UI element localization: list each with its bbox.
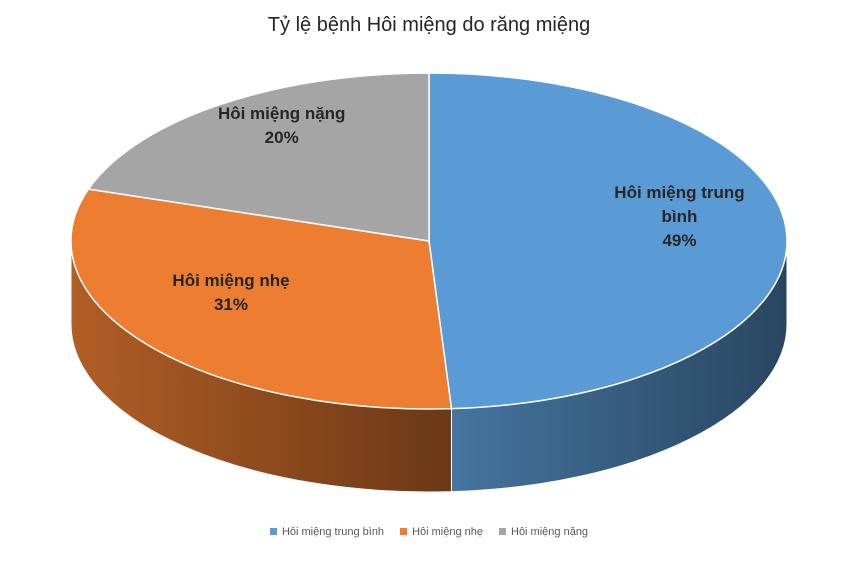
legend-item: Hôi miệng trung bình [269,526,385,538]
slice [87,72,430,242]
data-label: Hôi miệng nặng 20% [192,102,372,150]
slice [428,72,788,410]
data-label: Hôi miệng nhẹ 31% [141,269,321,317]
chart-title: Tỷ lệ bệnh Hôi miệng do răng miệng [267,14,591,36]
legend-swatch [400,528,408,535]
label-name: Hôi miệng nhẹ [172,271,290,291]
legend-label: Hôi miệng trung bình [281,526,385,538]
slice [70,188,453,410]
legend: Hôi miệng trung bình Hôi miệng nhẹ Hôi miệ… [0,526,858,538]
label-value: 31% [213,295,248,315]
data-label: Hôi miệng trung bình 49% [594,181,764,253]
legend-swatch [269,528,277,535]
legend-label: Hôi miệng nặng [511,526,589,538]
legend-label: Hôi miệng nhẹ [412,526,483,538]
label-value: 20% [264,127,299,147]
label-name: Hôi miệng trung bình [614,183,745,227]
legend-swatch [499,528,506,535]
label-name: Hôi miệng nặng [217,103,346,123]
legend-item: Hôi miệng nặng [499,526,588,538]
label-value: 49% [662,231,697,251]
legend-item: Hôi miệng nhẹ [400,526,483,538]
